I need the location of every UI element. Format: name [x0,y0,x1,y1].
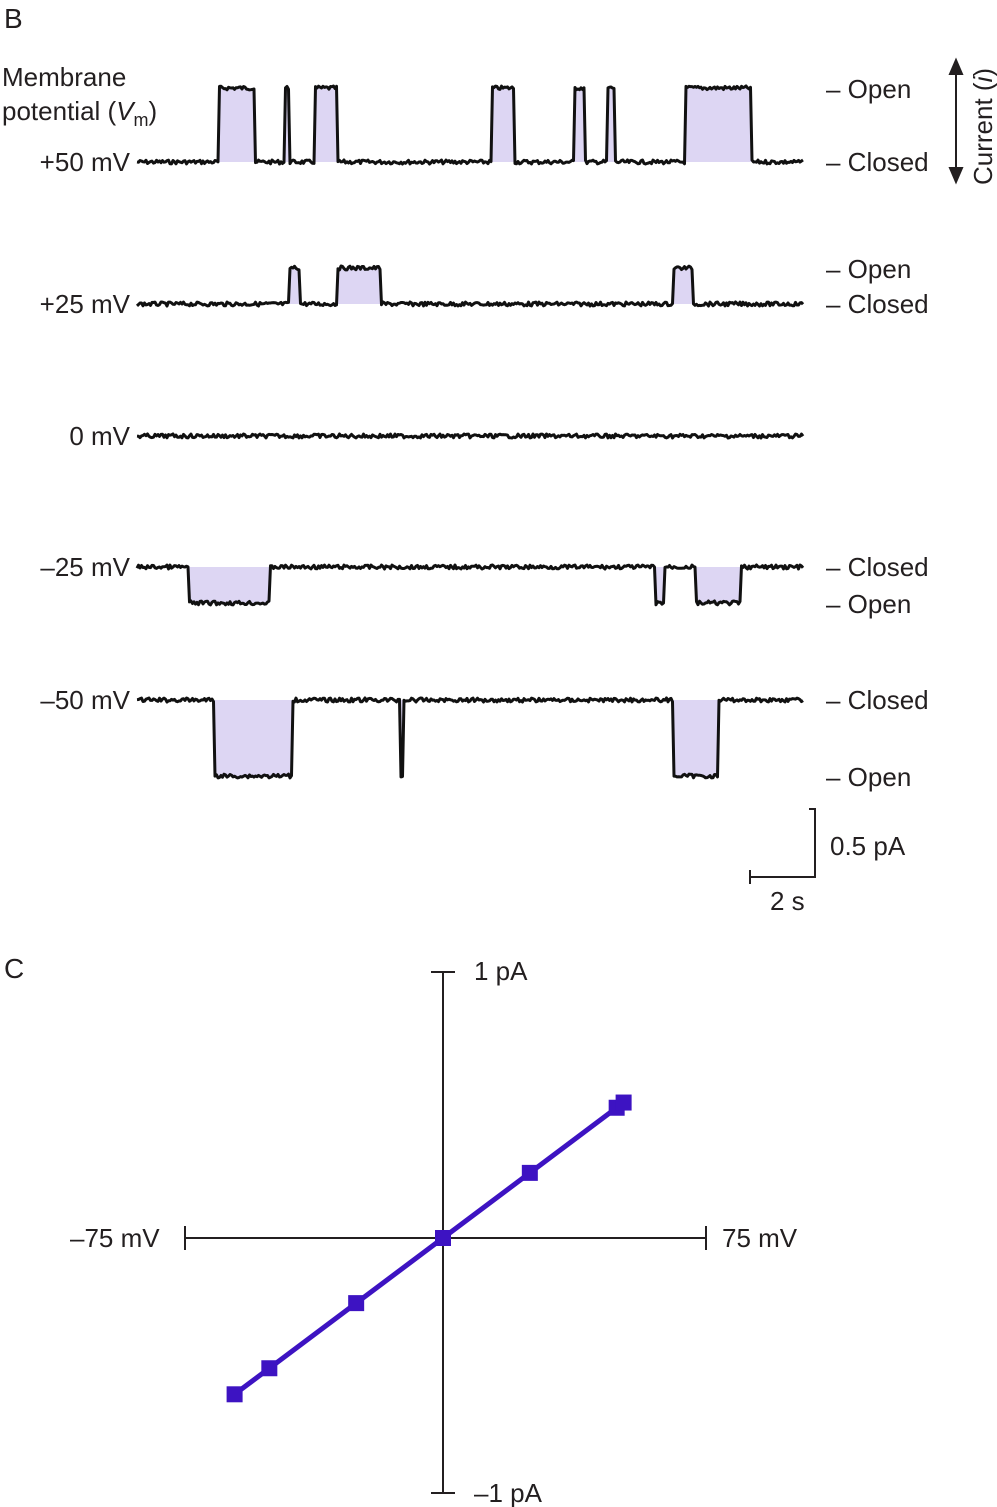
opening-shade [655,567,664,603]
membrane-potential-label-line1: Membrane [2,62,126,92]
closed-label: – Closed [826,685,929,715]
voltage-label: –50 mV [40,685,130,715]
data-point [261,1360,278,1377]
current-trace [136,696,804,780]
opening-shade [673,700,718,776]
data-point [435,1230,451,1246]
current-traces: +50 mV – Open – Closed +25 mV – Open – Closed… [40,74,929,792]
current-axis-label: Current (i) [968,68,997,185]
current-trace [135,563,805,607]
data-point [521,1164,538,1181]
voltage-label: –25 mV [40,552,130,582]
scale-time-label: 2 s [770,886,805,916]
line-end-marker [615,1094,632,1111]
current-trace [136,432,805,440]
closed-label: – Closed [826,147,929,177]
iv-plot [226,1094,632,1403]
panel-c-label: C [4,953,24,984]
opening-shade [214,700,293,776]
y-max-label: 1 pA [474,956,528,986]
current-arrow [948,57,964,185]
closed-label: – Closed [826,552,929,582]
trace-3: –25 mV – Open – Closed [40,552,928,619]
line-end-marker [226,1386,243,1403]
x-max-label: 75 mV [722,1223,798,1253]
data-point [348,1295,365,1312]
trace-1: +25 mV – Open – Closed [40,254,929,319]
opening-shade [218,88,256,162]
opening-shade [336,268,382,304]
current-trace [136,84,804,166]
trace-2: 0 mV [69,421,805,451]
opening-shade [314,88,337,162]
open-label: – Open [826,254,911,284]
x-min-label: –75 mV [70,1223,160,1253]
membrane-potential-label-line2: potential (Vm) [2,96,157,130]
scale-current-label: 0.5 pA [830,831,906,861]
open-label: – Open [826,74,911,104]
trace-4: –50 mV – Open – Closed [40,685,928,792]
opening-shade [573,88,585,162]
closed-label: – Closed [826,289,929,319]
voltage-label: +50 mV [40,147,131,177]
opening-shade [285,88,289,162]
trace-0: +50 mV – Open – Closed [40,74,929,177]
open-label: – Open [826,589,911,619]
voltage-label: 0 mV [69,421,130,451]
opening-shade [492,88,515,162]
series-line [233,1100,626,1397]
opening-shade [188,567,271,603]
opening-shade [684,88,752,162]
opening-shade [288,268,300,304]
opening-shade [673,268,692,304]
scale-bar [749,808,816,884]
opening-shade [606,88,615,162]
voltage-label: +25 mV [40,289,131,319]
y-min-label: –1 pA [474,1478,543,1507]
panel-b-label: B [4,3,23,34]
current-trace [135,264,805,308]
opening-shade [695,567,741,603]
open-label: – Open [826,762,911,792]
